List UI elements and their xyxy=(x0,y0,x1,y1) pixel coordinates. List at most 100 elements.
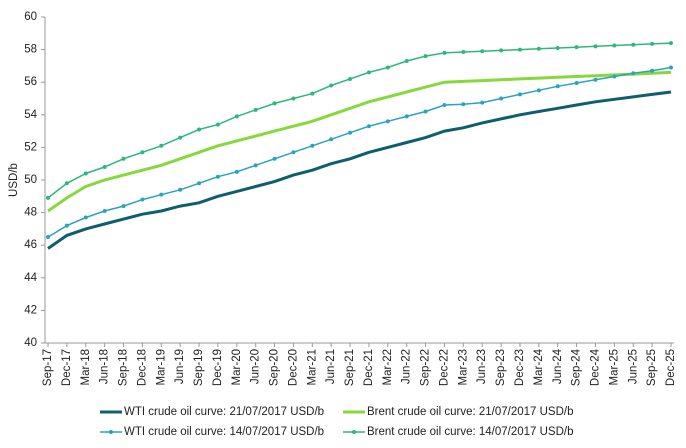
y-tick-label: 48 xyxy=(24,207,37,219)
point xyxy=(272,101,277,106)
point xyxy=(197,181,202,186)
point xyxy=(536,88,541,93)
x-tick-label: Sep-21 xyxy=(344,349,356,386)
x-tick-label: Mar-20 xyxy=(231,349,243,385)
x-tick-label: Mar-19 xyxy=(155,349,167,385)
x-tick-label: Sep-19 xyxy=(193,349,205,386)
point xyxy=(404,59,409,64)
point xyxy=(253,107,258,112)
x-tick-label: Sep-18 xyxy=(118,349,130,386)
point xyxy=(593,44,598,49)
point xyxy=(366,124,371,129)
x-tick-label: Mar-25 xyxy=(608,349,620,385)
x-tick-label: Dec-25 xyxy=(665,349,677,386)
series-line xyxy=(47,70,672,213)
x-tick-label: Dec-20 xyxy=(287,349,299,386)
point xyxy=(234,169,239,174)
point xyxy=(83,171,88,176)
x-tick-label: Sep-23 xyxy=(495,349,507,386)
x-tick-label: Mar-23 xyxy=(457,349,469,385)
point xyxy=(404,114,409,119)
x-tick-label: Jun-25 xyxy=(627,349,639,384)
point xyxy=(480,100,485,105)
point xyxy=(536,46,541,51)
point xyxy=(423,109,428,114)
point xyxy=(612,74,617,79)
y-tick-label: 54 xyxy=(24,109,37,121)
x-tick-label: Jun-18 xyxy=(99,349,111,384)
x-tick-label: Jun-21 xyxy=(325,349,337,384)
point xyxy=(159,192,164,197)
x-tick-label: Jun-22 xyxy=(401,349,413,384)
y-tick-label: 40 xyxy=(24,337,37,349)
y-tick-label: 46 xyxy=(24,239,37,251)
x-tick-label: Dec-24 xyxy=(590,348,602,386)
point xyxy=(499,48,504,53)
point xyxy=(197,127,202,132)
point xyxy=(215,174,220,179)
x-tick-label: Dec-19 xyxy=(212,349,224,386)
y-tick-label: 42 xyxy=(24,304,37,316)
point xyxy=(159,143,164,148)
x-tick-label: Sep-20 xyxy=(269,349,281,386)
point xyxy=(291,150,296,155)
x-tick-label: Jun-23 xyxy=(476,349,488,384)
legend-label: Brent crude oil curve: 21/07/2017 USD/b xyxy=(367,406,573,418)
point xyxy=(121,204,126,209)
series-line xyxy=(47,42,672,199)
point xyxy=(517,47,522,52)
point xyxy=(46,195,50,200)
x-tick-label: Dec-22 xyxy=(438,349,450,386)
x-tick-label: Dec-21 xyxy=(363,349,375,386)
point xyxy=(555,45,560,50)
point xyxy=(669,41,673,46)
point xyxy=(385,65,390,70)
x-tick-label: Sep-17 xyxy=(42,349,54,386)
y-tick-label: 56 xyxy=(24,76,37,88)
x-tick-label: Sep-24 xyxy=(571,348,583,386)
y-tick-label: 60 xyxy=(24,11,37,23)
point xyxy=(593,77,598,82)
series-line xyxy=(47,66,672,238)
point xyxy=(574,45,579,50)
legend-label: WTI crude oil curve: 14/07/2017 USD/b xyxy=(124,426,324,438)
point xyxy=(348,76,353,81)
point xyxy=(631,71,636,76)
point xyxy=(64,223,69,228)
point xyxy=(631,42,636,47)
point xyxy=(499,96,504,101)
point xyxy=(215,122,220,127)
point xyxy=(253,163,258,168)
y-axis-label: USD/b xyxy=(8,163,20,197)
x-tick-label: Jun-24 xyxy=(552,348,564,384)
x-tick-label: Mar-21 xyxy=(306,349,318,385)
point xyxy=(140,150,145,155)
point xyxy=(517,92,522,97)
point xyxy=(480,49,485,54)
y-tick-label: 44 xyxy=(24,272,37,284)
point xyxy=(178,187,183,192)
legend-marker xyxy=(352,430,356,434)
legend-label: WTI crude oil curve: 21/07/2017 USD/b xyxy=(124,406,324,418)
point xyxy=(423,54,428,59)
x-tick-label: Dec-17 xyxy=(61,349,73,386)
point xyxy=(650,41,655,46)
point xyxy=(310,143,315,148)
point xyxy=(461,102,466,107)
point xyxy=(46,235,50,240)
point xyxy=(669,65,673,70)
point xyxy=(385,119,390,124)
point xyxy=(178,135,183,140)
x-tick-label: Sep-22 xyxy=(420,349,432,386)
x-tick-label: Dec-18 xyxy=(136,349,148,386)
legend-label: Brent crude oil curve: 14/07/2017 USD/b xyxy=(367,426,573,438)
y-tick-label: 52 xyxy=(24,141,37,153)
x-tick-label: Sep-25 xyxy=(646,349,658,386)
point xyxy=(461,50,466,55)
x-tick-label: Mar-22 xyxy=(382,349,394,385)
point xyxy=(348,130,353,135)
point xyxy=(650,68,655,73)
y-tick-label: 50 xyxy=(24,174,37,186)
point xyxy=(310,91,315,96)
